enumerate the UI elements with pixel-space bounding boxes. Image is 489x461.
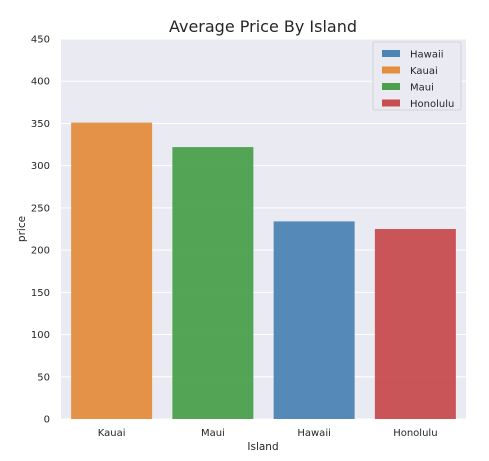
x-tick-label: Honolulu (393, 428, 437, 439)
y-tick-label: 50 (37, 372, 50, 383)
y-axis-label: price (16, 216, 28, 242)
x-axis-ticks: Kauai Maui Hawaii Honolulu (98, 428, 438, 439)
y-tick-label: 150 (31, 288, 50, 299)
bars (71, 122, 456, 420)
legend-entry: Honolulu (410, 99, 454, 110)
bar-hawaii (273, 221, 355, 419)
legend-swatch (382, 66, 400, 74)
y-tick-label: 450 (31, 35, 50, 46)
x-tick-label: Maui (201, 428, 225, 439)
bar-honolulu (374, 229, 456, 419)
y-tick-label: 250 (31, 203, 50, 214)
x-tick-label: Kauai (98, 428, 126, 439)
legend: Hawaii Kauai Maui Honolulu (372, 41, 462, 111)
x-axis-label: Island (247, 441, 278, 453)
y-axis-ticks: 0 50 100 150 200 250 300 350 400 450 (31, 35, 50, 426)
y-tick-label: 350 (31, 119, 50, 130)
y-tick-label: 200 (31, 246, 50, 257)
legend-swatch (382, 50, 400, 57)
y-tick-label: 300 (31, 161, 50, 172)
y-tick-label: 0 (44, 415, 50, 426)
legend-entry: Maui (410, 83, 434, 94)
bar-maui (172, 147, 254, 420)
chart-title: Average Price By Island (169, 17, 357, 36)
legend-entry: Kauai (410, 66, 438, 77)
bar-kauai (71, 122, 153, 419)
x-tick-label: Hawaii (297, 428, 331, 439)
y-tick-label: 400 (31, 77, 50, 88)
y-tick-label: 100 (31, 330, 50, 341)
legend-swatch (382, 99, 400, 107)
legend-box (372, 41, 462, 111)
legend-swatch (382, 83, 400, 90)
legend-entry: Hawaii (410, 50, 444, 61)
